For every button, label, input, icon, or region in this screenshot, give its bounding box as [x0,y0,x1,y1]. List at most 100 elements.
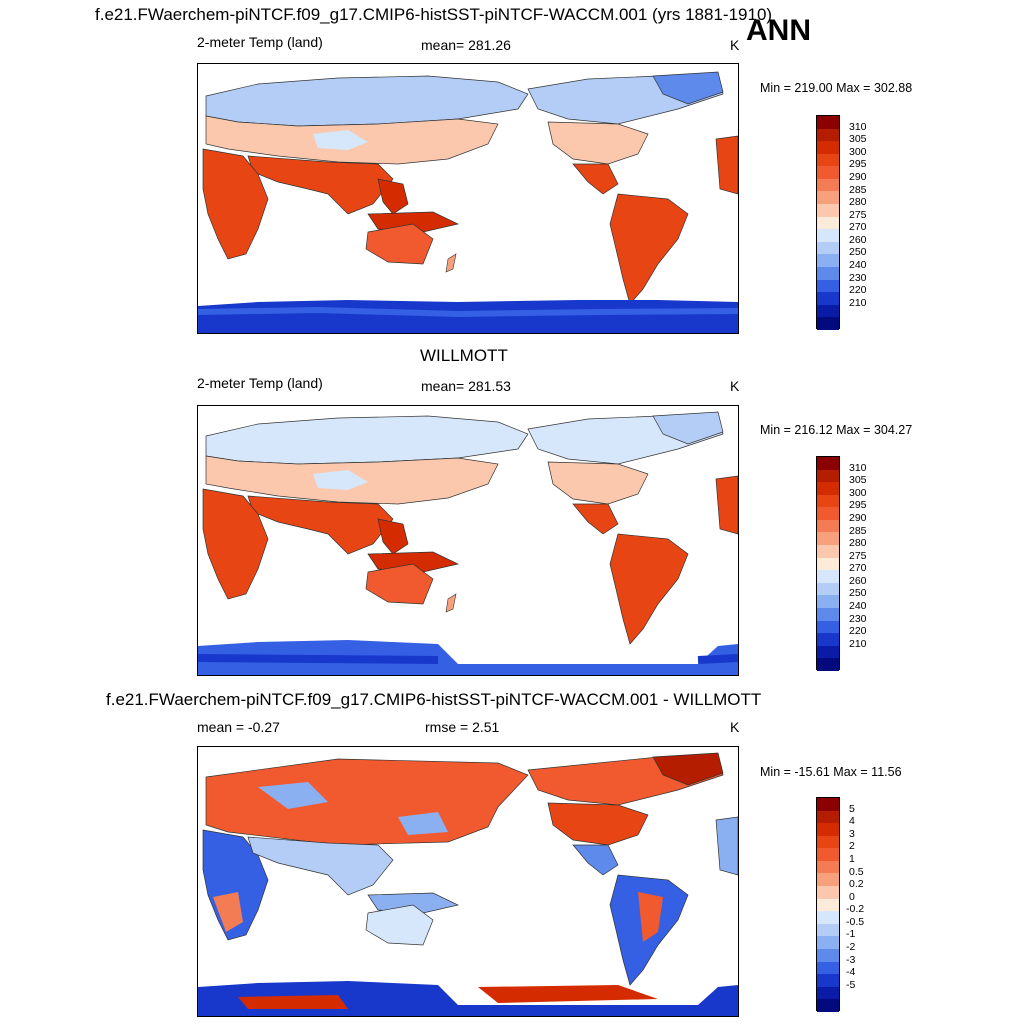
map-land-eurasia-north [205,415,529,465]
map-land-nz [445,593,457,613]
colorbar-swatch [817,570,839,583]
panel1-map [197,63,739,334]
panel1-units: K [730,37,740,53]
map-land-eurasia-north [205,75,529,127]
colorbar-tick-label: 270 [849,562,867,575]
colorbar-tick-label: 210 [849,296,867,309]
map-land-tibet [313,130,368,150]
colorbar-swatch [817,166,839,179]
colorbar-tick-label: 250 [849,246,867,259]
colorbar-tick-label: -1 [846,928,856,941]
colorbar-tick-label: 220 [849,284,867,297]
colorbar-tick-label: 260 [849,574,867,587]
colorbar-tick-label: 285 [849,524,867,537]
map-land-south-asia [247,495,394,555]
colorbar-tick-label: 0 [849,890,855,903]
colorbar-swatch [817,241,839,255]
colorbar-tick-label: 280 [849,196,867,209]
panel3-heading: f.e21.FWaerchem-piNTCF.f09_g17.CMIP6-his… [106,690,762,709]
colorbar-swatch [817,645,839,659]
map-land-greenland [652,411,724,445]
season-label: ANN [746,14,811,47]
map-land-africa-east [715,135,738,195]
colorbar-swatch [817,607,839,621]
panel3-units: K [730,719,740,735]
colorbar-tick-label: -0.5 [846,915,865,928]
colorbar-tick-label: 240 [849,259,867,272]
colorbar-swatch [817,317,839,330]
map-land-antarctica-warm [238,985,658,1009]
colorbar-swatch [817,986,839,1000]
panel2-minmax: Min = 216.12 Max = 304.27 [760,423,913,437]
map-land-central-america [572,844,619,876]
colorbar-tick-label: 3 [849,827,855,840]
colorbar-tick-label: -2 [846,941,856,954]
map-land-eurasia [205,758,529,846]
map-land-antarctica-coast [198,654,738,664]
colorbar-swatch [817,191,839,205]
colorbar-swatch [817,304,839,318]
map-land-south-america [609,193,689,305]
colorbar-tick-label: 210 [849,637,867,650]
colorbar-swatch [817,532,839,546]
colorbar-tick-label: 230 [849,271,867,284]
map-land-greenland [652,752,724,786]
colorbar-tick-label: -5 [846,978,856,991]
colorbar-tick-label: 275 [849,549,867,562]
colorbar-swatch [817,153,839,167]
colorbar-swatch [817,469,839,483]
colorbar-swatch [817,798,839,811]
map-land-africa-east [715,475,738,535]
panel2-map [197,405,739,676]
panel2-units: K [730,378,740,394]
colorbar-swatch [817,545,839,558]
colorbar-swatch [817,810,839,824]
map-land-south-asia [247,836,394,896]
colorbar-tick-label: -4 [846,966,856,979]
colorbar-swatch [817,482,839,495]
colorbar-swatch [817,948,839,962]
colorbar-swatch [817,974,839,987]
map-land-na-mid [547,802,649,846]
colorbar-swatch [817,848,839,861]
map-land-australia [365,223,434,265]
map-land-africa-east [715,816,738,876]
panel3-colorbar [816,797,840,1012]
colorbar-swatch [817,116,839,129]
panel1-var-label: 2-meter Temp (land) [197,34,323,50]
colorbar-tick-label: 305 [849,133,867,146]
colorbar-swatch [817,279,839,293]
panel3-rmse: rmse = 2.51 [425,719,500,735]
colorbar-swatch [817,633,839,646]
colorbar-swatch [817,457,839,470]
panel3-minmax: Min = -15.61 Max = 11.56 [760,765,902,779]
colorbar-swatch [817,178,839,192]
panel2-heading: WILLMOTT [420,346,508,365]
colorbar-swatch [817,128,839,142]
colorbar-tick-label: 280 [849,537,867,550]
colorbar-tick-label: 1 [849,852,855,865]
colorbar-swatch [817,823,839,836]
colorbar-swatch [817,141,839,154]
colorbar-swatch [817,860,839,874]
colorbar-tick-label: 275 [849,208,867,221]
colorbar-swatch [817,999,839,1012]
colorbar-swatch [817,216,839,230]
colorbar-swatch [817,595,839,608]
colorbar-tick-label: 250 [849,587,867,600]
colorbar-swatch [817,266,839,280]
colorbar-tick-label: 0.2 [849,878,864,891]
colorbar-swatch [817,507,839,520]
map-land-na-mid [547,461,649,505]
colorbar-tick-label: 295 [849,158,867,171]
map-land-central-america [572,163,619,195]
map-land-se-asia [377,178,409,215]
colorbar-tick-label: 230 [849,612,867,625]
colorbar-swatch [817,961,839,975]
colorbar-swatch [817,254,839,267]
colorbar-swatch [817,873,839,887]
colorbar-swatch [817,911,839,924]
map-land-africa-warm [213,892,243,932]
panel1-colorbar [816,115,840,330]
colorbar-swatch [817,936,839,949]
